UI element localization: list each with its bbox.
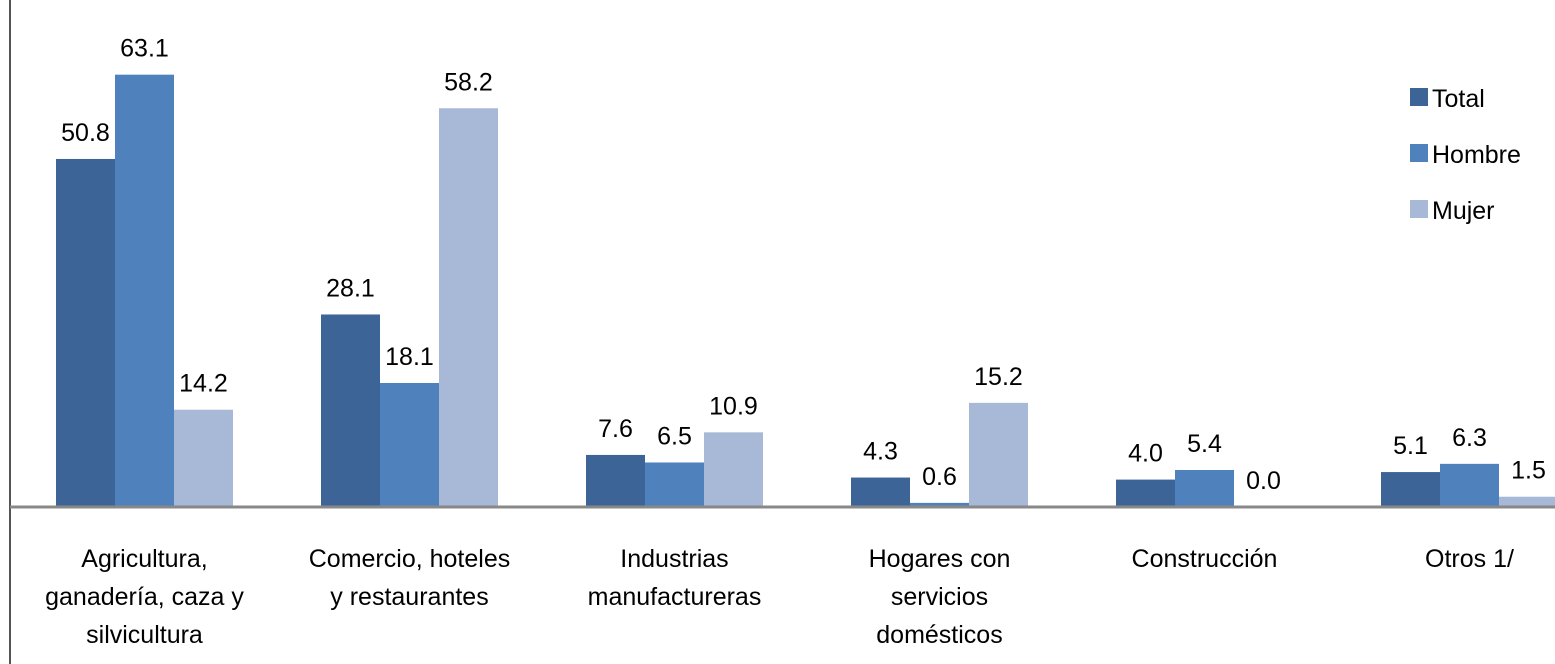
x-tick-label: Otros 1/ [1425, 545, 1514, 573]
value-label: 15.2 [974, 363, 1023, 391]
bar [1175, 470, 1234, 507]
legend-label: Total [1432, 85, 1485, 113]
x-tick-label: Agricultura, ganadería, caza y silvicultur… [45, 545, 244, 649]
legend-swatch [1410, 144, 1428, 162]
legend-label: Mujer [1432, 197, 1495, 225]
bar [439, 108, 498, 508]
x-tick-label: Hogares con servicios domésticos [869, 545, 1011, 649]
bar [1116, 479, 1175, 507]
value-label: 50.8 [61, 119, 110, 147]
value-label: 7.6 [598, 415, 633, 443]
value-label: 10.9 [709, 392, 758, 420]
value-label: 28.1 [326, 274, 375, 302]
value-label: 18.1 [385, 343, 434, 371]
bar [1499, 496, 1555, 507]
value-label: 58.2 [444, 68, 493, 96]
value-label: 0.6 [922, 463, 957, 491]
value-label: 1.5 [1511, 457, 1546, 485]
bar [174, 409, 233, 507]
x-tick-label: Industrias manufactureras [588, 545, 762, 611]
x-tick-label: Construcción [1132, 545, 1278, 573]
bar [1381, 472, 1440, 507]
bar [56, 158, 115, 507]
bar [851, 477, 910, 507]
x-tick-label: Comercio, hoteles y restaurantes [309, 545, 510, 611]
value-label: 14.2 [179, 370, 228, 398]
value-label: 4.3 [863, 438, 898, 466]
value-label: 6.3 [1452, 424, 1487, 452]
value-label: 0.0 [1246, 467, 1281, 495]
bar [380, 382, 439, 507]
bar [586, 454, 645, 507]
value-label: 63.1 [120, 35, 169, 63]
legend-swatch [1410, 200, 1428, 218]
legend-label: Hombre [1432, 141, 1521, 169]
legend-swatch [1410, 88, 1428, 106]
value-label: 6.5 [657, 422, 692, 450]
bar [115, 74, 174, 507]
bar [969, 402, 1028, 507]
bar [910, 502, 969, 507]
value-label: 4.0 [1128, 440, 1163, 468]
value-label: 5.1 [1393, 432, 1428, 460]
bar [704, 432, 763, 507]
bar [645, 462, 704, 507]
bar [1440, 463, 1499, 507]
bar [321, 314, 380, 507]
value-label: 5.4 [1187, 430, 1222, 458]
